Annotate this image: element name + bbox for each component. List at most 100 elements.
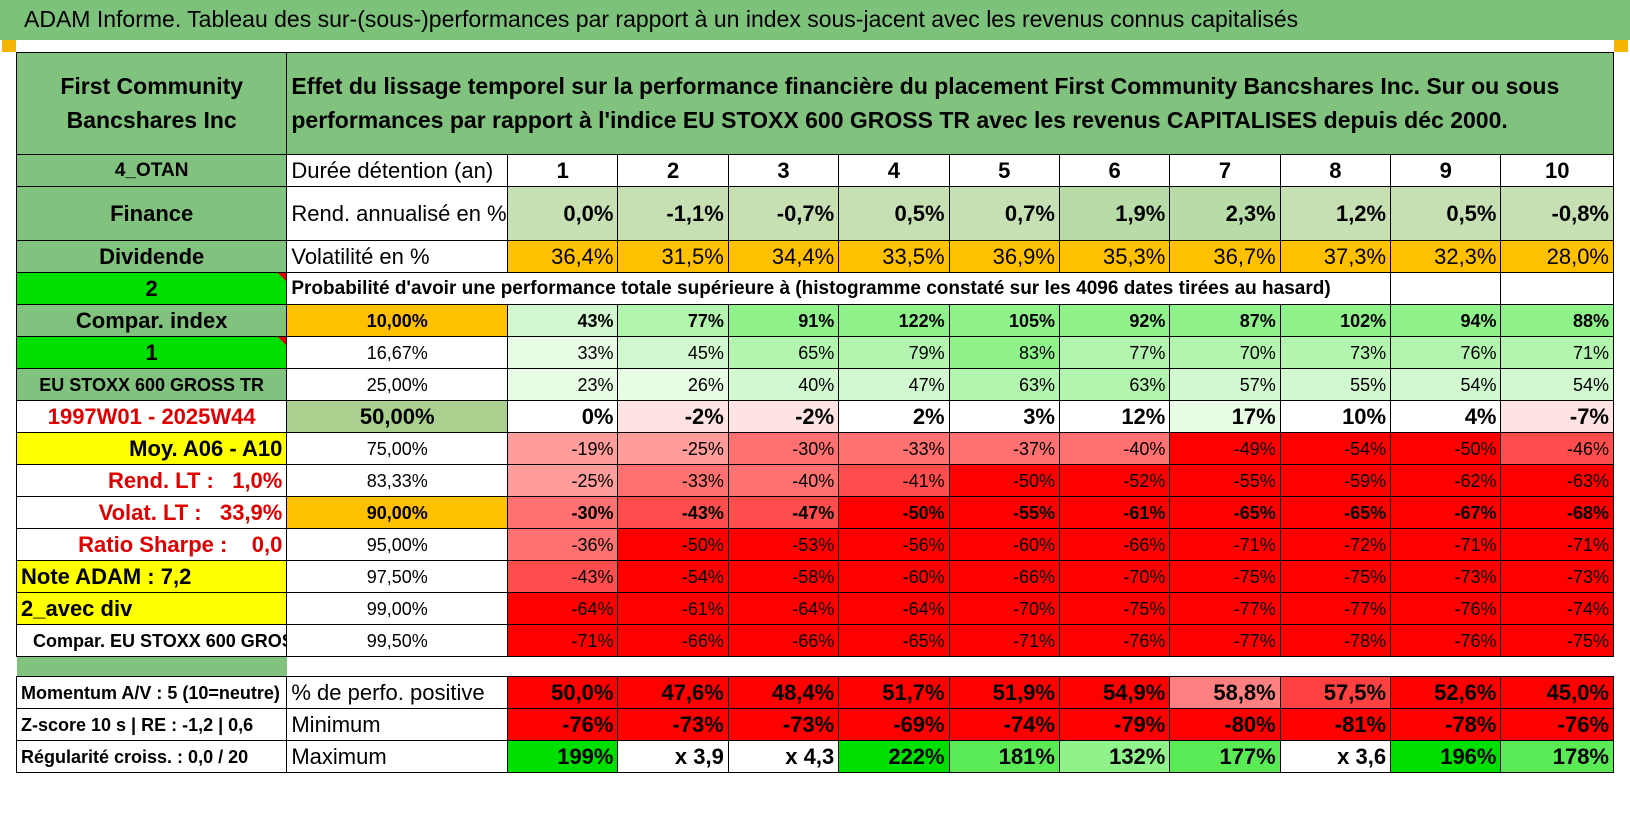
probability-cell: -46% <box>1500 432 1614 465</box>
volat-lt-value: 33,9% <box>219 499 283 525</box>
regularite-label: Régularité croiss. : 0,0 / 20 <box>15 740 288 773</box>
probability-cell: -2% <box>617 400 729 433</box>
min-value: -73% <box>727 708 840 741</box>
probability-cell: -67% <box>1390 496 1502 529</box>
probability-cell: -72% <box>1279 528 1392 561</box>
probability-cell: 76% <box>1390 336 1502 369</box>
volat-lt: Volat. LT : 33,9% <box>15 496 288 529</box>
year-header: 1 <box>507 154 619 187</box>
probability-cell: 57% <box>1169 368 1281 401</box>
empty-cell <box>1390 272 1502 305</box>
probability-cell: 17% <box>1169 400 1281 433</box>
rend-lt-label: Rend. LT : <box>107 467 214 493</box>
moy-label: Moy. A06 - A10 <box>15 432 288 465</box>
vol-value: 34,4% <box>727 240 840 273</box>
probability-cell: -61% <box>1058 496 1171 529</box>
rend-label: Rend. annualisé en % <box>286 186 509 241</box>
pct-pos-value: 45,0% <box>1500 676 1614 709</box>
momentum-label: Momentum A/V : 5 (10=neutre) <box>15 676 288 709</box>
zscore-label: Z-score 10 s | RE : -1,2 | 0,6 <box>15 708 288 741</box>
threshold-pct: 95,00% <box>286 528 509 561</box>
threshold-pct: 90,00% <box>286 496 509 529</box>
probability-cell: 43% <box>507 304 619 337</box>
spacer <box>287 657 1614 677</box>
avec-div-label: 2_avec div <box>15 592 288 625</box>
probability-cell: -50% <box>1390 432 1502 465</box>
probability-cell: -25% <box>617 432 729 465</box>
year-header: 9 <box>1390 154 1502 187</box>
min-value: -74% <box>948 708 1060 741</box>
sharpe-label: Ratio Sharpe : <box>78 531 228 557</box>
pct-pos-value: 57,5% <box>1279 676 1392 709</box>
probability-cell: -64% <box>507 592 619 625</box>
probability-cell: -76% <box>1390 592 1502 625</box>
max-value: x 4,3 <box>727 740 840 773</box>
rend-value: 1,2% <box>1279 186 1392 241</box>
probability-cell: 94% <box>1390 304 1502 337</box>
threshold-pct: 50,00% <box>286 400 509 433</box>
probability-cell: -66% <box>948 560 1060 593</box>
probability-title: Probabilité d'avoir une performance tota… <box>286 272 1391 305</box>
corner-marker <box>1614 40 1628 52</box>
probability-cell: -77% <box>1169 624 1281 657</box>
note-adam: Note ADAM : 7,2 <box>15 560 288 593</box>
pct-pos-value: 47,6% <box>617 676 729 709</box>
performance-table: First Community Bancshares Inc Effet du … <box>15 52 1614 773</box>
empty-cell <box>1500 272 1614 305</box>
probability-cell: 71% <box>1500 336 1614 369</box>
probability-cell: 122% <box>838 304 950 337</box>
max-value: x 3,6 <box>1279 740 1392 773</box>
probability-cell: 65% <box>727 336 840 369</box>
probability-cell: -60% <box>948 528 1060 561</box>
probability-cell: -75% <box>1500 624 1614 657</box>
probability-cell: -63% <box>1500 464 1614 497</box>
rend-value: -1,1% <box>617 186 729 241</box>
probability-cell: 54% <box>1390 368 1502 401</box>
probability-cell: 47% <box>838 368 950 401</box>
sharpe: Ratio Sharpe : 0,0 <box>15 528 288 561</box>
probability-cell: 70% <box>1169 336 1281 369</box>
probability-cell: -75% <box>1169 560 1281 593</box>
probability-cell: 12% <box>1058 400 1171 433</box>
vol-value: 36,4% <box>507 240 619 273</box>
probability-cell: -77% <box>1279 592 1392 625</box>
probability-cell: 79% <box>838 336 950 369</box>
pct-pos-value: 48,4% <box>727 676 840 709</box>
selector-two[interactable]: 2 <box>15 272 288 305</box>
rend-lt-value: 1,0% <box>232 467 283 493</box>
probability-cell: -7% <box>1500 400 1614 433</box>
min-value: -69% <box>838 708 950 741</box>
min-label: Minimum <box>286 708 509 741</box>
max-value: 132% <box>1058 740 1171 773</box>
probability-cell: -54% <box>1279 432 1392 465</box>
selector-one[interactable]: 1 <box>15 336 288 369</box>
threshold-pct: 99,00% <box>286 592 509 625</box>
rend-value: 1,9% <box>1058 186 1171 241</box>
probability-cell: -56% <box>838 528 950 561</box>
threshold-pct: 25,00% <box>286 368 509 401</box>
probability-cell: -50% <box>838 496 950 529</box>
probability-cell: 83% <box>948 336 1060 369</box>
probability-cell: 26% <box>617 368 729 401</box>
probability-cell: -40% <box>727 464 840 497</box>
vol-value: 37,3% <box>1279 240 1392 273</box>
probability-cell: -71% <box>1169 528 1281 561</box>
report-description: Effet du lissage temporel sur la perform… <box>286 52 1614 155</box>
max-value: 199% <box>507 740 619 773</box>
period-label: 1997W01 - 2025W44 <box>15 400 288 433</box>
probability-cell: -75% <box>1279 560 1392 593</box>
probability-cell: -76% <box>1058 624 1171 657</box>
probability-cell: 77% <box>1058 336 1171 369</box>
duree-label: Durée détention (an) <box>286 154 509 187</box>
probability-cell: -75% <box>1058 592 1171 625</box>
probability-cell: 77% <box>617 304 729 337</box>
probability-cell: 73% <box>1279 336 1392 369</box>
year-header: 5 <box>948 154 1060 187</box>
probability-cell: 4% <box>1390 400 1502 433</box>
vol-value: 33,5% <box>838 240 950 273</box>
probability-cell: 33% <box>507 336 619 369</box>
max-value: 196% <box>1390 740 1502 773</box>
probability-cell: -33% <box>617 464 729 497</box>
probability-cell: 92% <box>1058 304 1171 337</box>
year-header: 8 <box>1279 154 1392 187</box>
